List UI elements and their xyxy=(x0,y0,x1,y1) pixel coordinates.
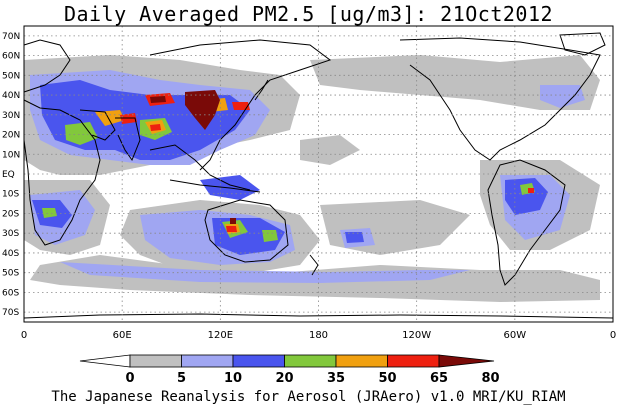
lon-tick-label: 60E xyxy=(113,330,132,341)
lat-tick-label: EQ xyxy=(2,170,15,180)
lat-tick-label: 40S xyxy=(2,249,19,259)
lon-tick-label: 120W xyxy=(402,330,431,341)
colorbar-segment xyxy=(181,354,234,368)
lon-tick-label: 120E xyxy=(208,330,233,341)
colorbar-upper-extension xyxy=(438,354,495,368)
lat-tick-label: 10N xyxy=(2,150,20,160)
lat-tick-label: 10S xyxy=(2,190,19,200)
lat-tick-label: 60N xyxy=(2,52,20,62)
map-frame xyxy=(23,25,614,323)
latitude-labels: 70N 60N 50N 40N 30N 20N 10N EQ 10S 20S 30S 40S 50S 60… xyxy=(2,32,20,318)
lat-tick-label: 60S xyxy=(2,288,19,298)
lat-tick-label: 70S xyxy=(2,308,19,318)
lat-tick-label: 20N xyxy=(2,131,20,141)
lat-tick-label: 30N xyxy=(2,111,20,121)
lat-tick-label: 20S xyxy=(2,209,19,219)
coastlines xyxy=(23,32,614,319)
colorbar-segment xyxy=(335,354,388,368)
colorbar-lower-extension xyxy=(79,354,131,368)
map-title: Daily Averaged PM2.5 [ug/m3]: 21Oct2012 xyxy=(63,2,554,26)
lat-tick-label: 50N xyxy=(2,71,20,81)
lon-tick-label: 60W xyxy=(504,330,527,341)
pm25-concentration-field xyxy=(24,55,600,302)
credit-line: The Japanese Reanalysis for Aerosol (JRA… xyxy=(51,389,566,405)
colorbar-level-label: 20 xyxy=(275,371,293,386)
colorbar-segment xyxy=(284,354,337,368)
colorbar-level-label: 35 xyxy=(327,371,345,386)
colorbar-level-label: 5 xyxy=(177,371,186,386)
lat-tick-label: 50S xyxy=(2,269,19,279)
colorbar-level-label: 10 xyxy=(224,371,242,386)
colorbar-segment xyxy=(232,354,285,368)
colorbar-level-label: 50 xyxy=(378,371,396,386)
lon-tick-label: 0 xyxy=(610,330,616,341)
lon-tick-label: 0 xyxy=(21,330,27,341)
colorbar-level-label: 65 xyxy=(430,371,448,386)
colorbar-segment xyxy=(387,354,440,368)
colorbar-level-label: 80 xyxy=(481,371,499,386)
lat-tick-label: 30S xyxy=(2,229,19,239)
colorbar: 0 5 10 20 35 50 65 80 xyxy=(79,354,500,386)
lon-tick-label: 180 xyxy=(309,330,328,341)
colorbar-segment xyxy=(129,354,182,368)
lat-tick-label: 40N xyxy=(2,91,20,101)
longitude-labels: 0 60E 120E 180 120W 60W 0 xyxy=(21,330,616,341)
lat-tick-label: 70N xyxy=(2,32,20,42)
lat-lon-gridlines xyxy=(24,26,613,322)
colorbar-level-label: 0 xyxy=(125,371,134,386)
